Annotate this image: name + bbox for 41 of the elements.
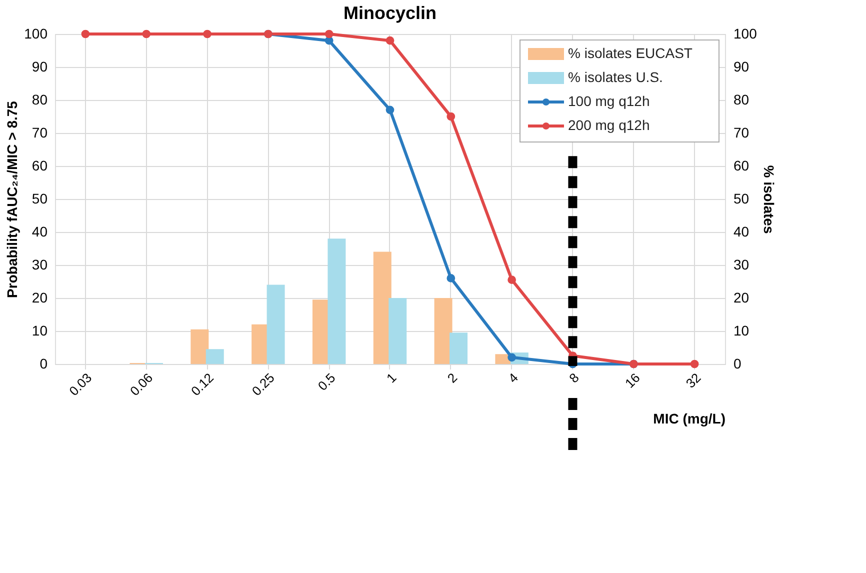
- legend-label: 200 mg q12h: [568, 117, 650, 133]
- y-axis-title: Probability fAUC₂₄/MIC > 8.75: [4, 100, 20, 298]
- x-tick-label: 0.12: [188, 370, 216, 399]
- y2-tick-label: 30: [734, 256, 750, 272]
- x-tick-label: 0.5: [314, 370, 338, 394]
- y-tick-label: 30: [32, 256, 48, 272]
- y-tick-label: 80: [32, 92, 48, 108]
- y-tick-label: 20: [32, 290, 48, 306]
- x-tick-label: 0.06: [127, 370, 156, 399]
- y2-tick-label: 60: [734, 158, 750, 174]
- y2-tick-label: 10: [734, 322, 750, 338]
- x-axis-title: MIC (mg/L): [653, 410, 726, 427]
- x-tick-label: 0.25: [248, 370, 278, 399]
- y-tick-label: 50: [32, 190, 48, 206]
- y2-tick-label: 0: [734, 356, 742, 372]
- y-tick-label: 40: [32, 224, 48, 240]
- y-tick-label: 100: [24, 26, 48, 42]
- x-tick-label: 1: [383, 370, 400, 386]
- y2-tick-label: 90: [734, 58, 750, 74]
- x-tick-label: 16: [622, 370, 643, 391]
- y-tick-label: 70: [32, 124, 48, 140]
- x-tick-label: 8: [566, 370, 582, 386]
- y-tick-label: 90: [32, 58, 48, 74]
- y2-tick-label: 70: [734, 124, 750, 140]
- x-tick-label: 4: [505, 370, 522, 386]
- y2-tick-label: 80: [734, 92, 750, 108]
- x-tick-label: 2: [444, 370, 460, 386]
- y-tick-label: 60: [32, 158, 48, 174]
- chart-title: Minocyclin: [343, 3, 437, 23]
- legend-label: % isolates EUCAST: [568, 45, 693, 61]
- y2-tick-label: 50: [734, 190, 750, 206]
- x-tick-label: 32: [682, 370, 704, 391]
- y2-axis-title: % isolates: [760, 165, 777, 234]
- y2-tick-label: 100: [734, 26, 758, 42]
- y2-tick-label: 20: [734, 290, 750, 306]
- legend-label: % isolates U.S.: [568, 69, 663, 85]
- y-tick-label: 0: [40, 356, 48, 372]
- legend-label: 100 mg q12h: [568, 93, 650, 109]
- y2-tick-label: 40: [734, 224, 750, 240]
- y-tick-label: 10: [32, 322, 48, 338]
- x-tick-label: 0.03: [66, 370, 95, 399]
